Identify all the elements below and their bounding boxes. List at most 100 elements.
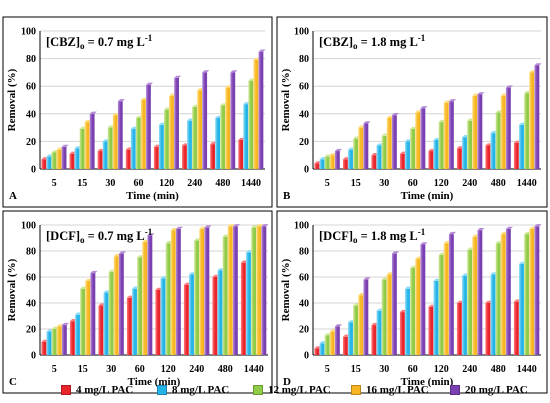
bar-top bbox=[230, 70, 238, 73]
bar-top bbox=[420, 242, 428, 245]
bar-16-pac-480min bbox=[500, 234, 506, 355]
bar-8-pac-30min bbox=[376, 310, 382, 355]
y-tick-label: 20 bbox=[26, 325, 36, 336]
legend-item-12-pac: 12 mg/L PAC bbox=[253, 383, 331, 397]
legend-swatch-green bbox=[253, 385, 263, 395]
bar-4-pac-120min bbox=[428, 306, 434, 355]
bar-20-pac-30min bbox=[391, 253, 397, 355]
bar-20-pac-480min bbox=[505, 228, 511, 355]
bar-20-pac-120min bbox=[174, 77, 179, 169]
bar-8-pac-15min bbox=[348, 149, 353, 169]
bar-top bbox=[258, 49, 266, 52]
bar-8-pac-1440min bbox=[246, 252, 251, 355]
bar-16-pac-30min bbox=[386, 274, 392, 355]
x-tick-label: 30 bbox=[105, 178, 115, 189]
bar-12-pac-120min bbox=[165, 243, 171, 355]
y-axis-title: Removal (%) bbox=[280, 258, 292, 321]
bar-8-pac-15min bbox=[348, 322, 353, 355]
bar-4-pac-15min bbox=[69, 321, 75, 355]
bar-16-pac-60min bbox=[142, 241, 148, 355]
x-tick-label: 30 bbox=[379, 364, 389, 375]
bar-12-pac-30min bbox=[381, 279, 387, 355]
bar-8-pac-60min bbox=[130, 128, 136, 169]
bar-16-pac-15min bbox=[358, 295, 364, 355]
bar-20-pac-5min bbox=[61, 146, 67, 169]
chart-panel-d: 0 20 40 60 80 100 5 15 30 60 120 240 480 1440 Time (mi… bbox=[276, 210, 548, 394]
bar-16-pac-240min bbox=[472, 95, 478, 169]
bar-12-pac-5min bbox=[51, 329, 57, 355]
bar-12-pac-480min bbox=[495, 243, 501, 355]
x-tick-label: 30 bbox=[106, 364, 116, 375]
bar-20-pac-480min bbox=[230, 72, 236, 169]
x-tick-label: 5 bbox=[325, 178, 330, 189]
bar-16-pac-5min bbox=[56, 149, 62, 169]
legend-label: 12 mg/L PAC bbox=[268, 384, 331, 396]
bar-16-pac-15min bbox=[358, 127, 364, 169]
bar-8-pac-60min bbox=[405, 288, 410, 355]
bar-4-pac-60min bbox=[125, 149, 131, 169]
y-tick-label: 60 bbox=[299, 82, 309, 93]
bar-12-pac-5min bbox=[51, 152, 57, 169]
chart-panel-b: 0 20 40 60 80 100 5 15 30 60 120 240 480 1440 Time (mi… bbox=[276, 16, 548, 208]
bar-20-pac-30min bbox=[118, 253, 124, 355]
bar-12-pac-1440min bbox=[524, 234, 530, 355]
panel-letter: D bbox=[283, 376, 291, 388]
x-tick-label: 5 bbox=[52, 178, 57, 189]
x-axis-title: Time (min) bbox=[401, 376, 454, 388]
bar-top bbox=[61, 144, 69, 147]
bar-4-pac-30min bbox=[371, 325, 377, 355]
bar-8-pac-15min bbox=[74, 148, 80, 169]
bar-top bbox=[256, 224, 264, 227]
bar-16-pac-60min bbox=[415, 112, 421, 169]
x-tick-label: 1440 bbox=[517, 178, 537, 189]
chart-panel-a: 0 20 40 60 80 100 5 15 30 60 120 240 480 1440 Time (mi… bbox=[2, 16, 273, 208]
bar-8-pac-15min bbox=[75, 314, 80, 355]
x-tick-label: 5 bbox=[325, 364, 330, 375]
panel-letter: A bbox=[9, 190, 17, 202]
bar-16-pac-120min bbox=[170, 230, 176, 355]
bar-20-pac-120min bbox=[448, 101, 454, 169]
bar-12-pac-30min bbox=[107, 127, 113, 169]
bar-top bbox=[146, 82, 154, 85]
bar-top bbox=[89, 111, 97, 114]
bar-8-pac-480min bbox=[490, 274, 496, 355]
bar-8-pac-120min bbox=[433, 140, 439, 169]
panel-title: [DCF]o = 0.7 mg L-1 bbox=[46, 227, 153, 245]
x-tick-label: 15 bbox=[77, 178, 87, 189]
bar-top bbox=[477, 92, 485, 95]
bar-12-pac-240min bbox=[192, 106, 197, 169]
y-tick-label: 40 bbox=[299, 109, 309, 120]
bar-12-pac-15min bbox=[353, 138, 359, 169]
x-tick-label: 240 bbox=[462, 178, 477, 189]
bar-20-pac-240min bbox=[202, 72, 208, 169]
y-tick-label: 20 bbox=[26, 137, 36, 148]
bar-4-pac-30min bbox=[98, 305, 104, 355]
legend: 4 mg/L PAC 8 mg/L PAC 12 mg/L PAC 16 mg/… bbox=[0, 380, 550, 400]
bar-4-pac-1440min bbox=[238, 140, 244, 169]
bar-8-pac-5min bbox=[46, 156, 52, 169]
y-tick-label: 20 bbox=[299, 137, 309, 148]
bar-4-pac-30min bbox=[97, 151, 103, 169]
bar-8-pac-5min bbox=[46, 331, 52, 355]
bar-8-pac-5min bbox=[319, 343, 325, 355]
bar-12-pac-120min bbox=[164, 109, 169, 169]
y-tick-label: 100 bbox=[294, 221, 309, 232]
bar-12-pac-240min bbox=[467, 120, 473, 169]
bar-12-pac-480min bbox=[222, 236, 228, 355]
bar-12-pac-1440min bbox=[251, 227, 257, 355]
x-tick-label: 5 bbox=[52, 364, 57, 375]
y-axis-title: Removal (%) bbox=[6, 258, 18, 321]
bar-12-pac-1440min bbox=[248, 80, 254, 169]
bar-20-pac-60min bbox=[420, 244, 426, 355]
bar-12-pac-240min bbox=[194, 240, 200, 355]
bar-top bbox=[334, 324, 343, 327]
bar-20-pac-5min bbox=[334, 151, 340, 169]
bar-16-pac-480min bbox=[500, 95, 506, 169]
legend-label: 16 mg/L PAC bbox=[366, 384, 429, 396]
x-tick-label: 120 bbox=[159, 178, 174, 189]
legend-swatch-orange bbox=[351, 385, 361, 395]
legend-swatch-red bbox=[61, 385, 71, 395]
bar-top bbox=[534, 63, 542, 66]
bar-20-pac-240min bbox=[477, 94, 483, 169]
